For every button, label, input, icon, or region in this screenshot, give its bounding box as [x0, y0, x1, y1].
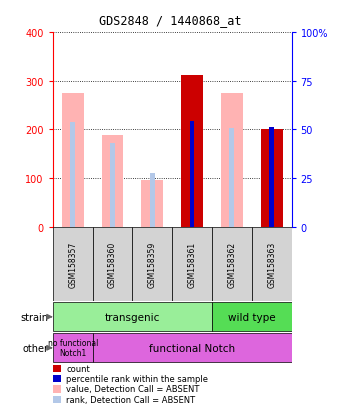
Text: wild type: wild type [228, 312, 276, 322]
Bar [181, 76, 203, 227]
Text: GSM158360: GSM158360 [108, 241, 117, 287]
Bar [190, 121, 194, 227]
Text: GSM158363: GSM158363 [267, 241, 276, 287]
Bar [110, 144, 115, 227]
Bar [252, 227, 292, 301]
Bar [261, 130, 283, 227]
Text: transgenic: transgenic [105, 312, 160, 322]
Text: percentile rank within the sample: percentile rank within the sample [66, 374, 208, 383]
Bar [70, 123, 75, 227]
Bar [93, 333, 292, 363]
Text: GSM158362: GSM158362 [227, 241, 236, 287]
Bar [62, 94, 84, 227]
Text: value, Detection Call = ABSENT: value, Detection Call = ABSENT [66, 385, 200, 394]
Bar [53, 333, 93, 363]
Text: count: count [66, 364, 90, 373]
Text: GDS2848 / 1440868_at: GDS2848 / 1440868_at [99, 14, 242, 27]
Bar [150, 174, 155, 227]
Bar [229, 129, 234, 227]
Bar [53, 302, 212, 332]
Bar [53, 227, 93, 301]
Bar [172, 227, 212, 301]
Text: GSM158359: GSM158359 [148, 241, 157, 287]
Bar [212, 302, 292, 332]
Bar [93, 227, 132, 301]
Bar [221, 94, 243, 227]
Bar [269, 128, 274, 227]
Bar [102, 136, 123, 227]
Text: rank, Detection Call = ABSENT: rank, Detection Call = ABSENT [66, 395, 196, 404]
Bar [142, 181, 163, 227]
Text: strain: strain [21, 312, 49, 322]
Bar [132, 227, 172, 301]
Text: functional Notch: functional Notch [149, 343, 235, 353]
Text: GSM158361: GSM158361 [188, 241, 197, 287]
Bar [212, 227, 252, 301]
Text: other: other [23, 343, 49, 353]
Text: no functional
Notch1: no functional Notch1 [47, 338, 98, 358]
Text: GSM158357: GSM158357 [68, 241, 77, 287]
